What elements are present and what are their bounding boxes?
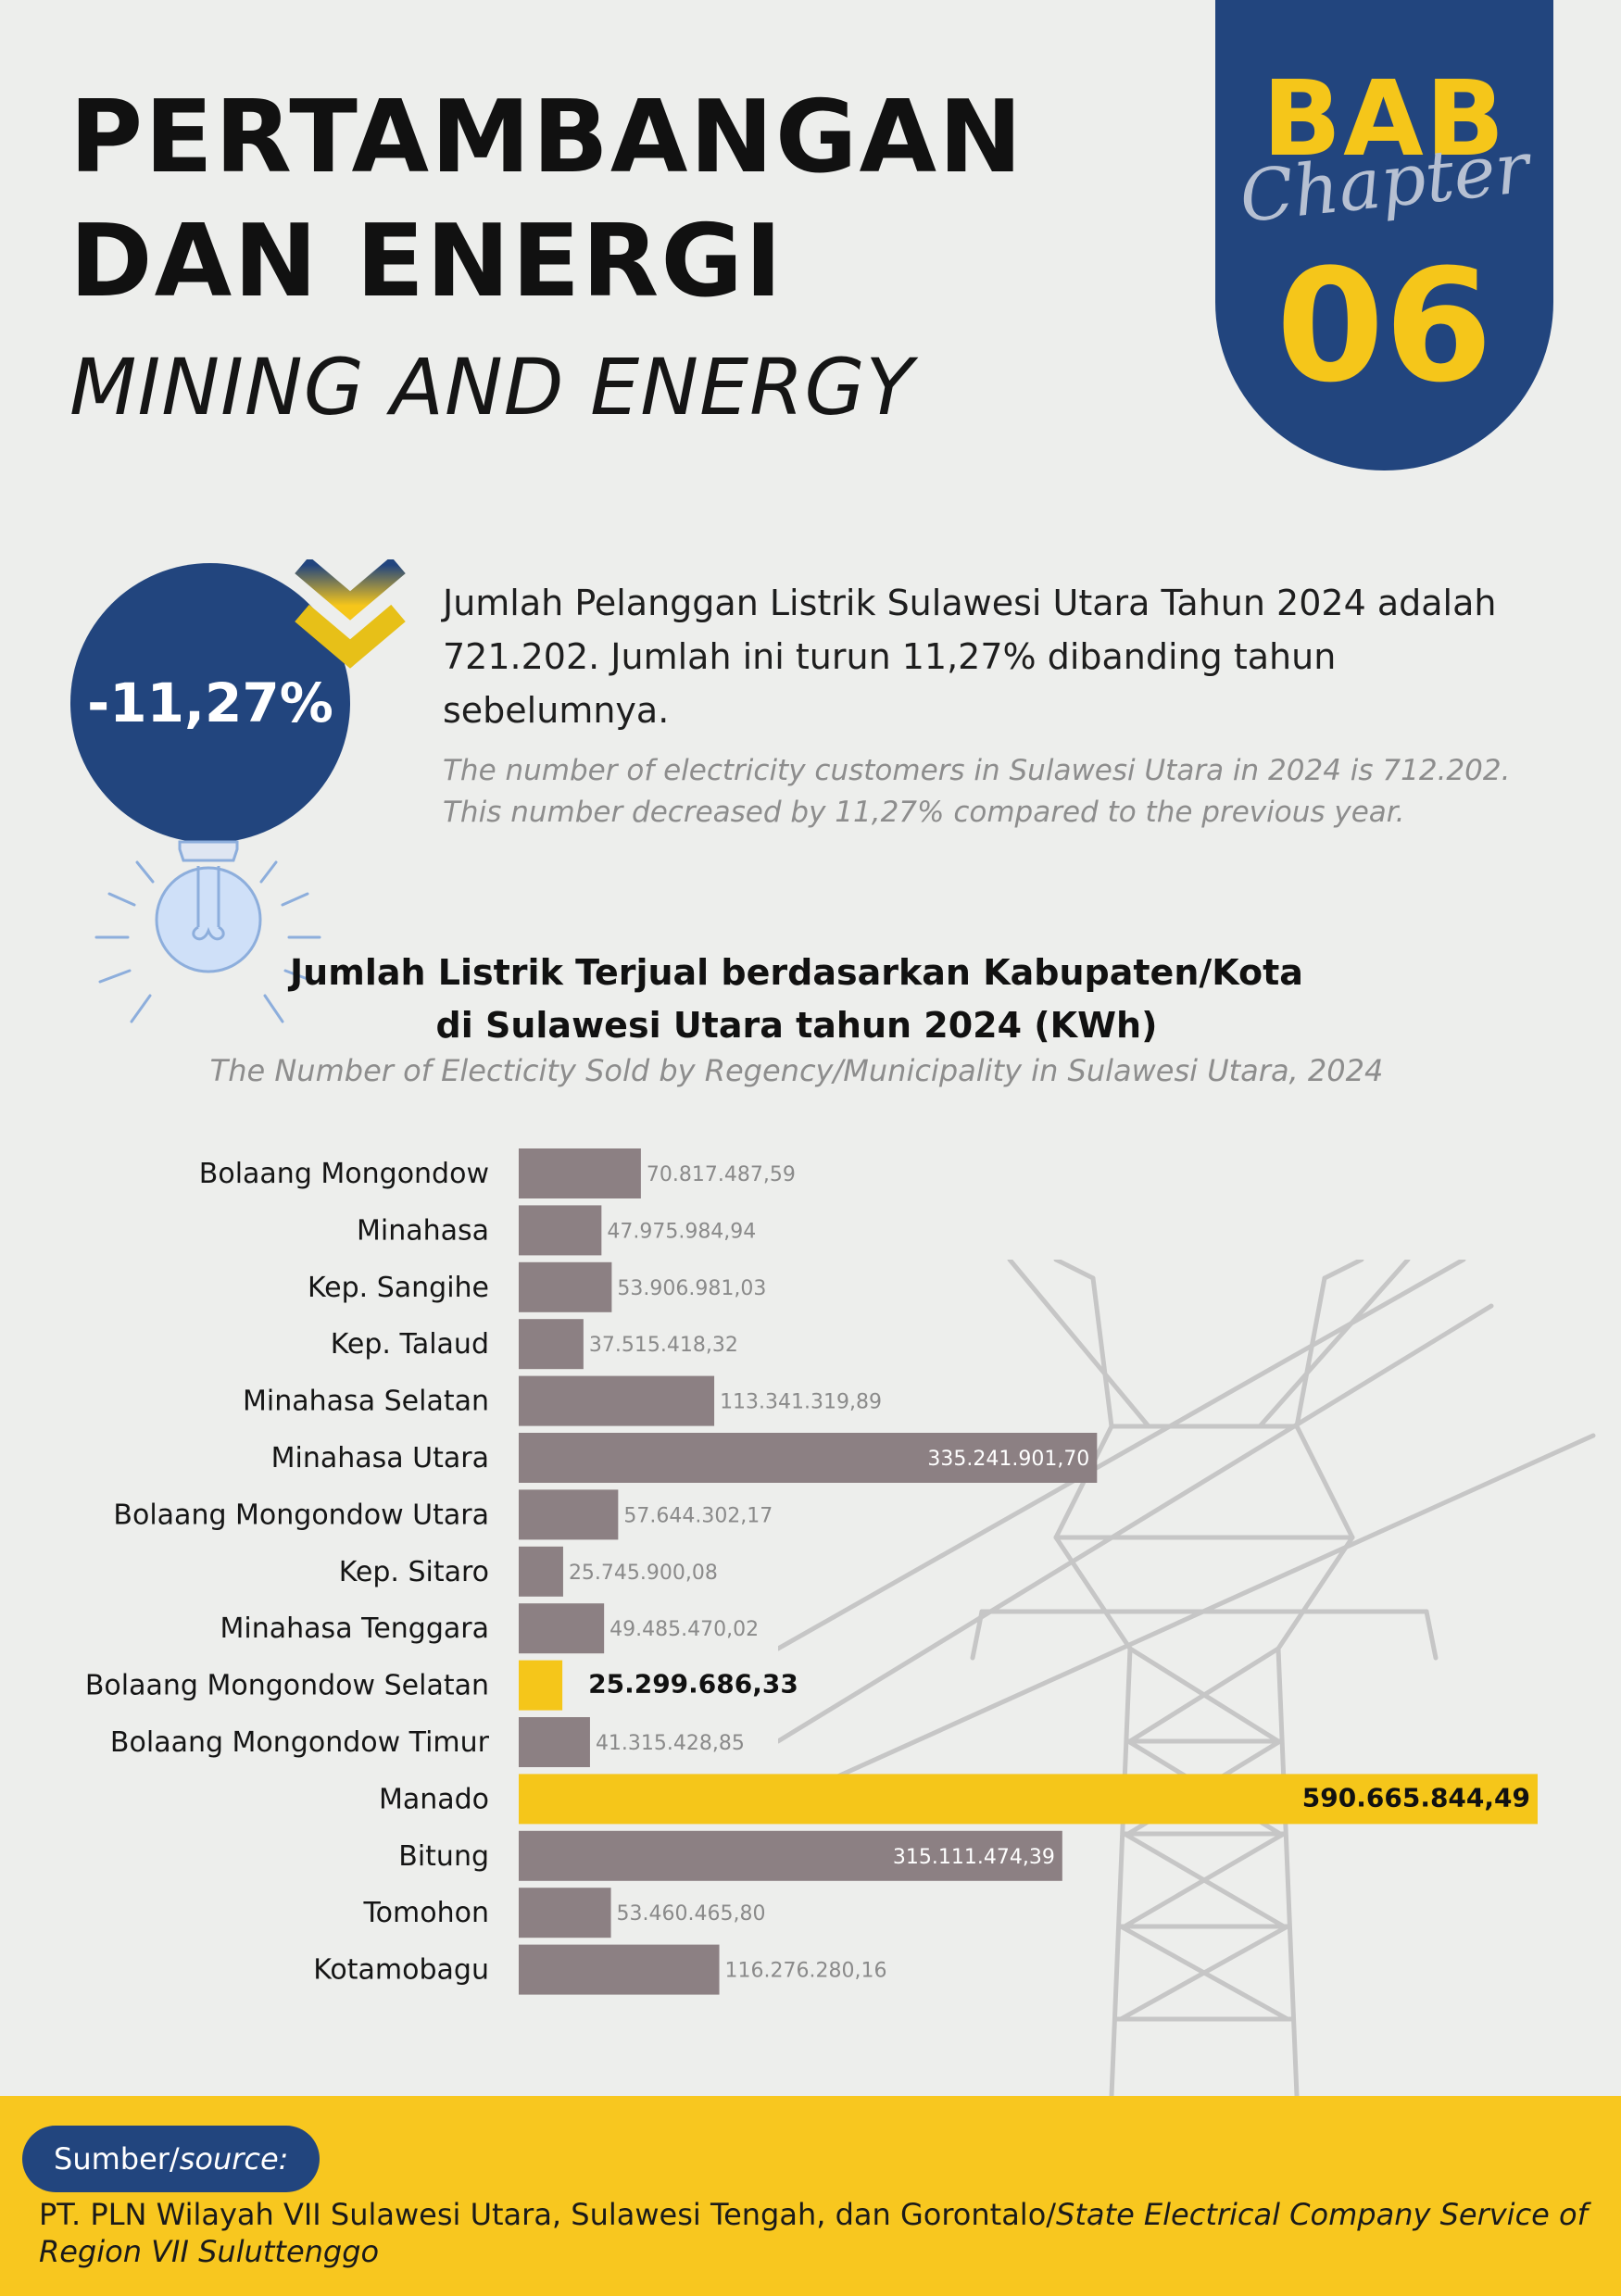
- customers-description: Jumlah Pelanggan Listrik Sulawesi Utara …: [443, 583, 1497, 731]
- category-label-minahasa: Minahasa: [357, 1214, 489, 1247]
- value-label-bolaang-mongondow-utara: 57.644.302,17: [623, 1504, 773, 1527]
- bar-bolaang-mongondow-utara: [519, 1489, 619, 1540]
- category-label-bolaang-mongondow-timur: Bolaang Mongondow Timur: [110, 1726, 490, 1759]
- category-label-kep-sangihe: Kep. Sangihe: [308, 1272, 489, 1304]
- bar-bolaang-mongondow-selatan: [519, 1660, 563, 1711]
- chart-title-line-1: Jumlah Listrik Terjual berdasarkan Kabup…: [290, 952, 1303, 993]
- bar-minahasa: [519, 1205, 602, 1256]
- source-label-english: source:: [179, 2141, 289, 2177]
- customers-description-english: The number of electricity customers in S…: [443, 754, 1511, 829]
- bar-manado: [519, 1774, 1538, 1825]
- value-label-bolaang-mongondow-selatan: 25.299.686,33: [588, 1669, 798, 1700]
- category-label-minahasa-tenggara: Minahasa Tenggara: [220, 1612, 489, 1645]
- value-label-bolaang-mongondow: 70.817.487,59: [647, 1163, 796, 1186]
- page-title-english: MINING AND ENERGY: [69, 342, 914, 433]
- bar-kotamobagu: [519, 1944, 720, 1995]
- value-label-minahasa-selatan: 113.341.319,89: [720, 1391, 882, 1414]
- bar-minahasa-tenggara: [519, 1603, 605, 1654]
- decrease-stat-circle: -11,27%: [70, 563, 350, 843]
- value-label-kotamobagu: 116.276.280,16: [725, 1960, 887, 1983]
- category-label-kep-talaud: Kep. Talaud: [331, 1328, 489, 1361]
- bar-tomohon: [519, 1888, 611, 1938]
- bar-bolaang-mongondow: [519, 1148, 641, 1198]
- light-bulb-icon: [94, 840, 321, 1023]
- source-footer: Sumber/source: PT. PLN Wilayah VII Sulaw…: [0, 2096, 1621, 2296]
- value-label-kep-sitaro: 25.745.900,08: [569, 1562, 718, 1585]
- title-line-2: DAN ENERGI: [69, 204, 785, 320]
- value-label-manado: 590.665.844,49: [1302, 1782, 1530, 1813]
- chart-title: Jumlah Listrik Terjual berdasarkan Kabup…: [185, 947, 1408, 1052]
- category-label-kep-sitaro: Kep. Sitaro: [339, 1556, 489, 1588]
- decrease-stat-value: -11,27%: [87, 671, 333, 734]
- chapter-number: 06: [1275, 235, 1493, 417]
- page-title: PERTAMBANGAN DAN ENERGI: [69, 76, 1024, 324]
- bar-minahasa-utara: [519, 1433, 1098, 1483]
- bar-minahasa-selatan: [519, 1375, 715, 1426]
- electricity-sold-bar-chart: Bolaang Mongondow 70.817.487,59 Minahasa 47…: [85, 1148, 1538, 1995]
- chart-subtitle: The Number of Electicity Sold by Regency…: [209, 1053, 1384, 1088]
- category-label-kotamobagu: Kotamobagu: [313, 1954, 489, 1987]
- category-label-minahasa-utara: Minahasa Utara: [271, 1442, 489, 1474]
- category-label-minahasa-selatan: Minahasa Selatan: [243, 1386, 489, 1418]
- category-label-bolaang-mongondow-selatan: Bolaang Mongondow Selatan: [85, 1670, 489, 1702]
- category-label-bitung: Bitung: [398, 1840, 489, 1873]
- value-label-tomohon: 53.460.465,80: [617, 1902, 766, 1926]
- category-label-bolaang-mongondow-utara: Bolaang Mongondow Utara: [113, 1499, 489, 1531]
- category-label-bolaang-mongondow: Bolaang Mongondow: [199, 1158, 489, 1190]
- category-label-manado: Manado: [379, 1783, 489, 1815]
- transmission-tower-illustration: [778, 1260, 1596, 2096]
- bar-kep-sangihe: [519, 1261, 612, 1312]
- chapter-bab-label: BAB: [1262, 59, 1507, 180]
- source-label: Sumber/source:: [22, 2126, 320, 2192]
- title-line-1: PERTAMBANGAN: [69, 80, 1024, 195]
- chart-title-line-2: di Sulawesi Utara tahun 2024 (KWh): [435, 1005, 1158, 1046]
- value-label-kep-talaud: 37.515.418,32: [589, 1334, 738, 1357]
- source-text-id: PT. PLN Wilayah VII Sulawesi Utara, Sula…: [39, 2197, 1057, 2232]
- source-text: PT. PLN Wilayah VII Sulawesi Utara, Sula…: [39, 2196, 1595, 2270]
- category-label-tomohon: Tomohon: [362, 1897, 489, 1929]
- chapter-badge: BAB Chapter 06: [1215, 0, 1553, 470]
- value-label-minahasa-tenggara: 49.485.470,02: [609, 1618, 759, 1641]
- source-text-english: State Electrical Company Service of Regi…: [39, 2197, 1588, 2269]
- bar-kep-sitaro: [519, 1546, 563, 1597]
- bar-kep-talaud: [519, 1319, 584, 1370]
- source-label-id: Sumber/: [54, 2141, 180, 2177]
- value-label-bitung: 315.111.474,39: [893, 1846, 1055, 1869]
- value-label-kep-sangihe: 53.906.981,03: [617, 1277, 766, 1300]
- value-label-minahasa: 47.975.984,94: [607, 1220, 756, 1243]
- bar-bitung: [519, 1830, 1062, 1881]
- value-label-bolaang-mongondow-timur: 41.315.428,85: [596, 1732, 745, 1755]
- bar-bolaang-mongondow-timur: [519, 1717, 590, 1767]
- double-chevron-down-icon: [295, 559, 406, 669]
- value-label-minahasa-utara: 335.241.901,70: [927, 1448, 1089, 1471]
